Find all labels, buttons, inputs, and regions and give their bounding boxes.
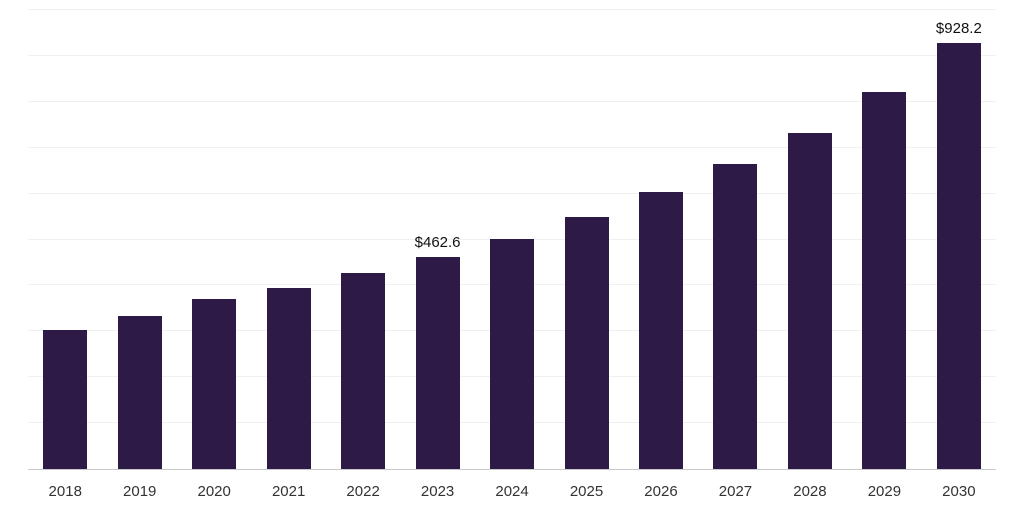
bar-2030 xyxy=(936,42,981,469)
x-tick-2019: 2019 xyxy=(123,483,157,500)
x-tick-2029: 2029 xyxy=(867,483,902,500)
bar-2028 xyxy=(787,132,832,469)
bar-2026 xyxy=(638,192,683,469)
bar-slot-2030: $928.2 xyxy=(922,10,996,469)
x-tick-2022: 2022 xyxy=(346,483,380,500)
value-label-2030: $928.2 xyxy=(935,19,982,37)
bar-2025 xyxy=(564,216,609,469)
bar-slot-2029 xyxy=(847,10,921,469)
bar-2022 xyxy=(341,273,386,469)
bar-2019 xyxy=(117,316,162,469)
bar-slot-2028 xyxy=(773,10,847,469)
bar-slot-2021 xyxy=(251,10,325,469)
bar-slot-2024 xyxy=(475,10,549,469)
x-tick-2030: 2030 xyxy=(942,483,976,500)
x-tick-2021: 2021 xyxy=(271,483,306,500)
x-axis: 2018 2019 2020 2021 2022 2023 2024 2025 2026 2027… xyxy=(28,480,996,504)
bar-slot-2018 xyxy=(28,10,102,469)
gridline xyxy=(28,9,996,10)
bar-slot-2026 xyxy=(624,10,698,469)
gridline xyxy=(28,54,996,56)
x-tick-2018: 2018 xyxy=(48,483,82,500)
bar-2018 xyxy=(43,330,88,469)
bar-2021 xyxy=(266,287,311,469)
bar-slot-2022 xyxy=(326,10,400,469)
gridline xyxy=(28,100,996,102)
x-tick-2020: 2020 xyxy=(197,483,231,500)
x-tick-2025: 2025 xyxy=(569,483,604,500)
bar-2020 xyxy=(192,299,237,469)
bar-slot-2025 xyxy=(549,10,623,469)
bars-layer: $462.6 $928.2 xyxy=(28,10,996,469)
bar-2027 xyxy=(713,163,758,469)
bar-2029 xyxy=(862,91,907,469)
x-tick-2023: 2023 xyxy=(420,483,455,500)
gridline xyxy=(28,192,996,194)
x-tick-2028: 2028 xyxy=(793,483,827,500)
x-tick-2027: 2027 xyxy=(718,483,753,500)
bar-2024 xyxy=(490,239,535,469)
bar-slot-2020 xyxy=(177,10,251,469)
gridline xyxy=(28,238,996,240)
value-label-2023: $462.6 xyxy=(414,233,461,251)
gridline xyxy=(28,146,996,148)
bar-slot-2027 xyxy=(698,10,772,469)
x-tick-2024: 2024 xyxy=(495,483,529,500)
bar-slot-2023: $462.6 xyxy=(400,10,474,469)
bar-2023 xyxy=(415,256,460,469)
x-tick-2026: 2026 xyxy=(644,483,678,500)
plot-area: $462.6 $928.2 xyxy=(28,9,996,470)
bar-slot-2019 xyxy=(102,10,176,469)
